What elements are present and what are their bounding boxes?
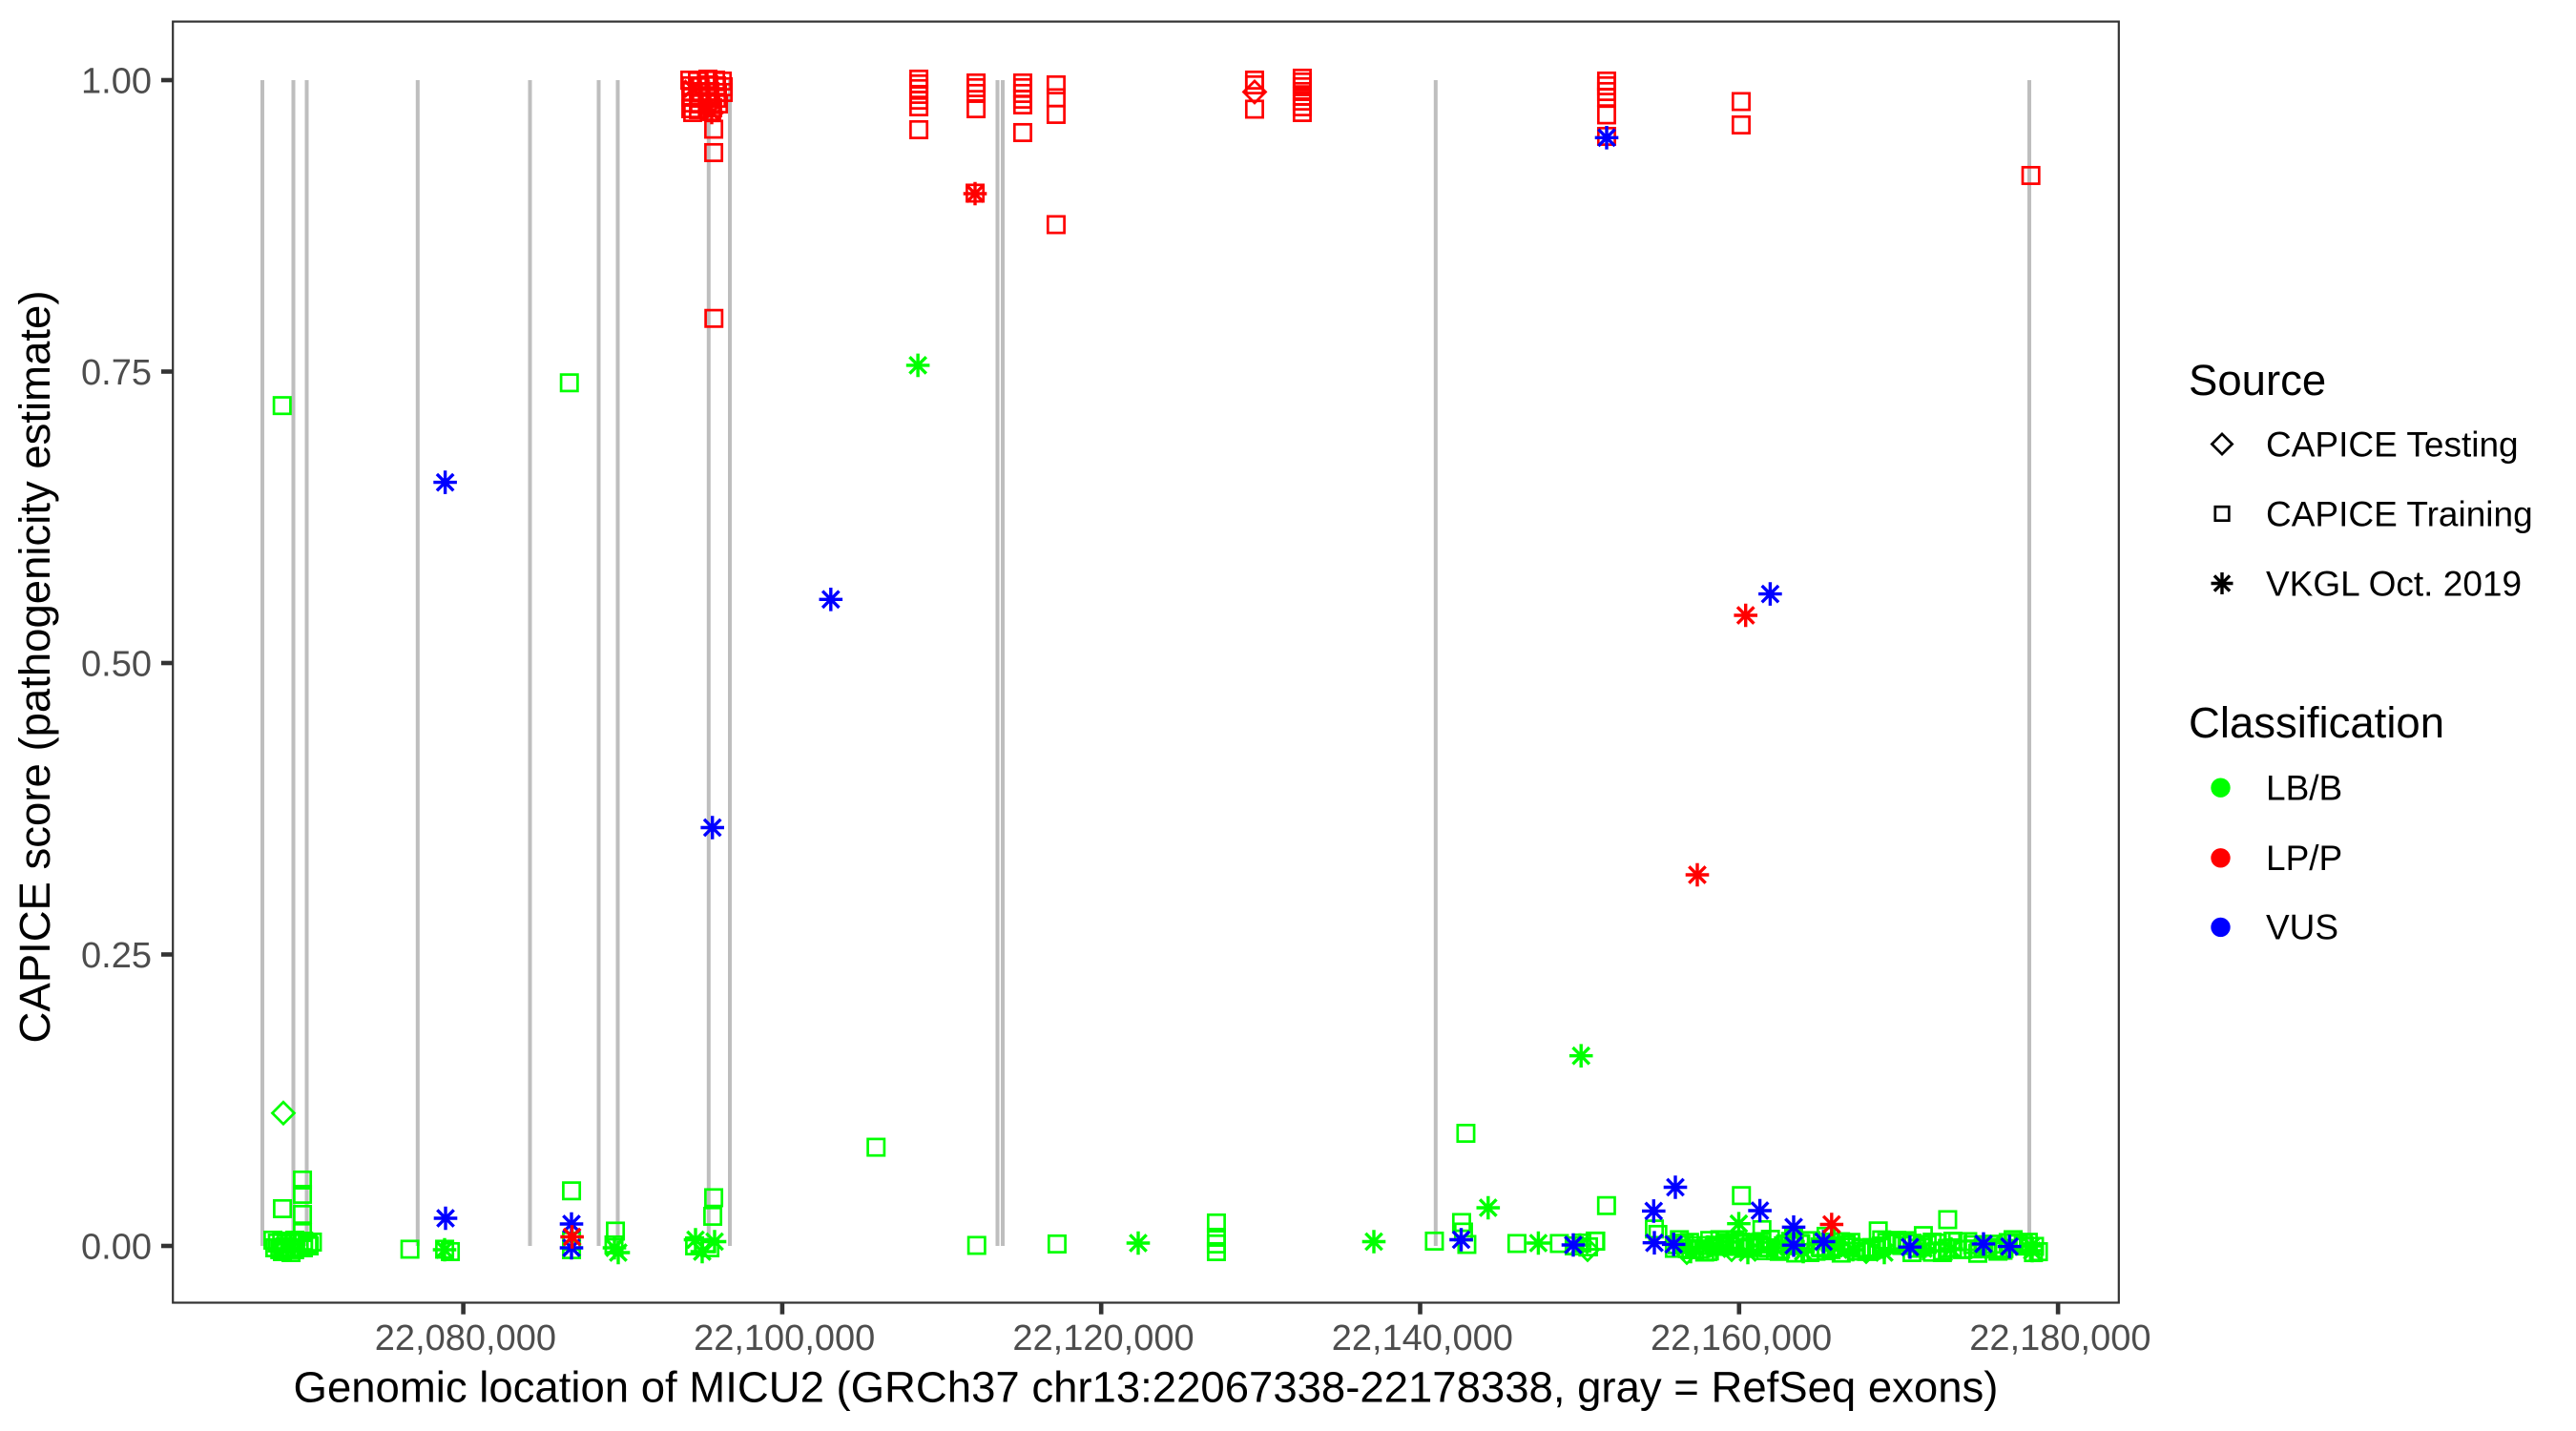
- svg-text:CAPICE score (pathogenicity es: CAPICE score (pathogenicity estimate): [10, 291, 59, 1044]
- svg-text:VUS: VUS: [2266, 908, 2338, 947]
- svg-text:CAPICE Testing: CAPICE Testing: [2266, 425, 2519, 465]
- svg-text:1.00: 1.00: [81, 62, 152, 102]
- svg-text:Source: Source: [2189, 356, 2326, 404]
- svg-text:CAPICE Training: CAPICE Training: [2266, 495, 2533, 534]
- svg-text:0.25: 0.25: [81, 936, 152, 976]
- svg-text:22,140,000: 22,140,000: [1332, 1318, 1513, 1358]
- svg-text:22,100,000: 22,100,000: [694, 1318, 875, 1358]
- svg-text:22,120,000: 22,120,000: [1012, 1318, 1194, 1358]
- svg-text:0.50: 0.50: [81, 645, 152, 685]
- svg-text:Genomic location of MICU2 (GRC: Genomic location of MICU2 (GRCh37 chr13:…: [294, 1363, 1999, 1412]
- svg-text:LB/B: LB/B: [2266, 769, 2342, 808]
- svg-text:22,080,000: 22,080,000: [375, 1318, 556, 1358]
- svg-text:Classification: Classification: [2189, 698, 2444, 747]
- svg-text:0.00: 0.00: [81, 1228, 152, 1268]
- svg-text:0.75: 0.75: [81, 353, 152, 393]
- svg-text:LP/P: LP/P: [2266, 839, 2342, 878]
- svg-text:VKGL Oct. 2019: VKGL Oct. 2019: [2266, 565, 2522, 604]
- svg-text:22,180,000: 22,180,000: [1969, 1318, 2150, 1358]
- svg-text:22,160,000: 22,160,000: [1651, 1318, 1832, 1358]
